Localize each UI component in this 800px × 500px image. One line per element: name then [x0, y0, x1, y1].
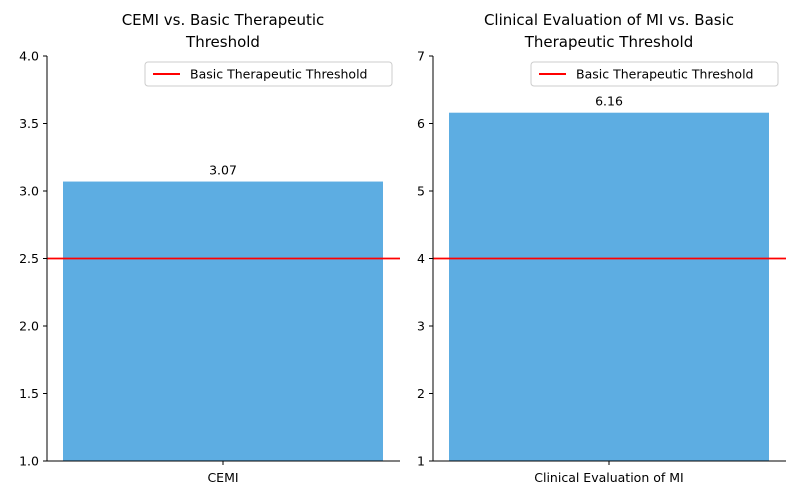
y-tick-label: 6	[417, 116, 425, 131]
y-tick-label: 2.5	[19, 251, 39, 266]
bar-value-label: 3.07	[209, 163, 237, 178]
y-tick-label: 1.0	[19, 454, 39, 469]
bar	[63, 181, 383, 462]
x-tick-label: CEMI	[207, 470, 238, 485]
chart-panel-cemi: CEMI vs. Basic Therapeutic Threshold 1.0…	[19, 11, 400, 485]
bar	[449, 112, 769, 461]
chart-title-line-1: Clinical Evaluation of MI vs. Basic	[484, 11, 734, 29]
chart-title-line-2: Therapeutic Threshold	[524, 33, 694, 51]
y-tick-label: 1.5	[19, 386, 39, 401]
y-tick-label: 2	[417, 386, 425, 401]
chart-title-line-2: Threshold	[185, 33, 260, 51]
y-tick-label: 5	[417, 184, 425, 199]
y-tick-label: 3.5	[19, 116, 39, 131]
bar-value-label: 6.16	[595, 94, 623, 109]
y-tick-label: 3.0	[19, 184, 39, 199]
legend: Basic Therapeutic Threshold	[530, 61, 779, 87]
y-tick-label: 7	[417, 49, 425, 64]
x-tick-label: Clinical Evaluation of MI	[534, 470, 683, 485]
y-tick-label: 1	[417, 454, 425, 469]
legend-frame	[144, 61, 393, 87]
chart-title-line-1: CEMI vs. Basic Therapeutic	[122, 11, 325, 29]
y-tick-label: 2.0	[19, 319, 39, 334]
legend-threshold-label: Basic Therapeutic Threshold	[576, 67, 753, 82]
y-tick-label: 4	[417, 251, 425, 266]
legend-frame	[530, 61, 779, 87]
plot-area: 1.0 1.5 2.0 2.5 3.0 3.5 4.0 CEMI 3.07	[19, 49, 400, 485]
legend-threshold-label: Basic Therapeutic Threshold	[190, 67, 367, 82]
plot-area: 1 2 3 4 5 6 7 Clinical Evaluation of MI 6.16	[417, 49, 786, 485]
legend: Basic Therapeutic Threshold	[144, 61, 393, 87]
chart-panel-clinical-evaluation-mi: Clinical Evaluation of MI vs. Basic Ther…	[417, 11, 786, 485]
y-tick-label: 3	[417, 319, 425, 334]
y-tick-label: 4.0	[19, 49, 39, 64]
